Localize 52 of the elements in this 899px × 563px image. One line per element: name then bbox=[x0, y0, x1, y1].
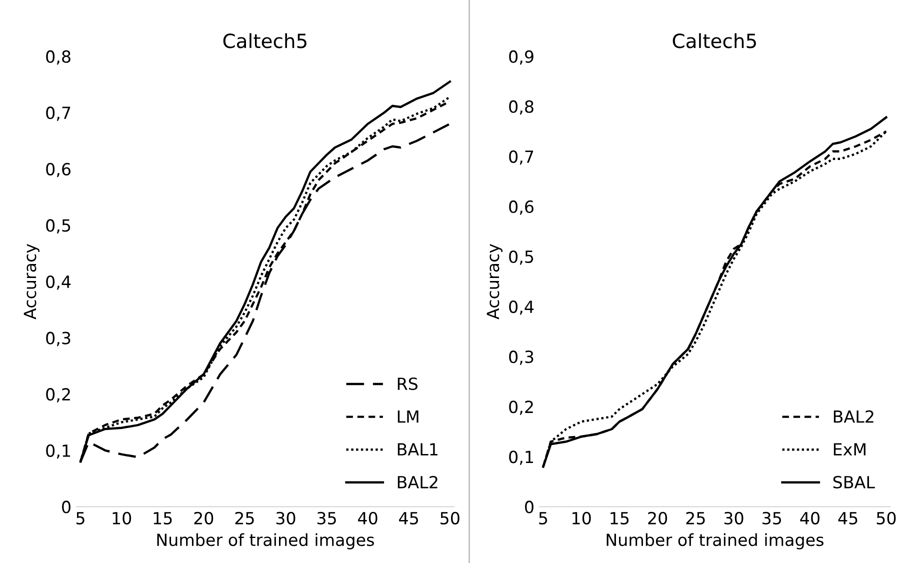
x-tick-label: 30 bbox=[724, 512, 744, 524]
legend-label: BAL2 bbox=[834, 410, 874, 423]
x-tick-label: 5 bbox=[539, 512, 548, 524]
x-tick-label: 20 bbox=[648, 512, 668, 524]
legend-label: RS bbox=[398, 377, 418, 390]
x-axis-title: Number of trained images bbox=[606, 533, 824, 550]
y-tick-label: 0 bbox=[525, 500, 534, 514]
x-tick-label: 45 bbox=[399, 512, 418, 524]
x-tick-label: 10 bbox=[572, 512, 591, 524]
x-tick-label: 10 bbox=[112, 512, 132, 524]
x-tick-label: 25 bbox=[235, 512, 254, 524]
y-tick-label: 0,7 bbox=[509, 150, 534, 165]
y-axis-title: Accuracy bbox=[486, 244, 502, 320]
y-tick-label: 0,1 bbox=[509, 450, 533, 465]
x-tick-label: 20 bbox=[194, 512, 214, 524]
x-tick-label: 40 bbox=[358, 512, 378, 524]
x-tick-label: 15 bbox=[610, 512, 629, 524]
x-tick-label: 35 bbox=[762, 512, 782, 524]
chart-title: Caltech5 bbox=[672, 33, 756, 48]
x-tick-label: 25 bbox=[686, 512, 705, 524]
y-tick-label: 0,2 bbox=[509, 400, 533, 415]
x-tick-label: 35 bbox=[317, 512, 336, 524]
x-tick-label: 50 bbox=[876, 512, 896, 524]
y-tick-label: 0,8 bbox=[509, 100, 534, 115]
legend-label: SBAL bbox=[833, 476, 875, 488]
y-tick-label: 0,3 bbox=[509, 350, 534, 365]
y-tick-label: 0,5 bbox=[46, 219, 70, 234]
y-tick-label: 0,9 bbox=[509, 50, 534, 65]
y-tick-label: 0,7 bbox=[46, 106, 70, 121]
y-tick-label: 0,6 bbox=[509, 200, 534, 215]
x-tick-label: 5 bbox=[76, 512, 84, 524]
x-tick-label: 15 bbox=[154, 512, 172, 524]
y-tick-label: 0,6 bbox=[46, 162, 71, 178]
y-tick-label: 0,4 bbox=[46, 275, 71, 290]
y-tick-label: 0,4 bbox=[509, 300, 534, 315]
x-tick-label: 45 bbox=[838, 512, 858, 524]
x-tick-label: 30 bbox=[276, 512, 296, 524]
x-tick-label: 40 bbox=[800, 512, 820, 524]
x-tick-label: 50 bbox=[440, 512, 460, 524]
chart-title: Caltech5 bbox=[223, 33, 306, 48]
legend-label: ExM bbox=[834, 443, 866, 456]
y-tick-label: 0 bbox=[62, 500, 70, 514]
y-tick-label: 0,5 bbox=[509, 250, 534, 265]
legend-label: LM bbox=[398, 410, 418, 423]
legend-label: BAL2 bbox=[398, 476, 438, 488]
y-tick-label: 0,3 bbox=[46, 332, 70, 346]
x-axis-title: Number of trained images bbox=[157, 533, 374, 550]
y-axis-title: Accuracy bbox=[24, 244, 40, 320]
y-tick-label: 0,1 bbox=[46, 444, 70, 459]
legend-label: BAL1 bbox=[398, 443, 438, 456]
y-tick-label: 0,2 bbox=[46, 388, 70, 402]
y-tick-label: 0,8 bbox=[46, 50, 70, 65]
